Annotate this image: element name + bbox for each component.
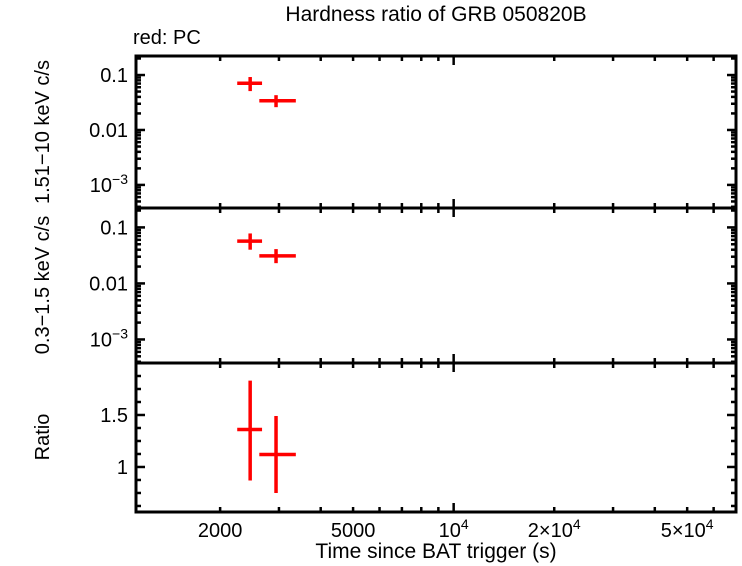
y-tick-label-panel3-0: 1.5 bbox=[100, 405, 128, 427]
x-tick-label-3: 2×104 bbox=[528, 516, 581, 542]
x-axis-label: Time since BAT trigger (s) bbox=[315, 540, 557, 563]
panel-2-frame bbox=[134, 206, 738, 365]
y-tick-label-panel1-0: 0.1 bbox=[100, 65, 128, 87]
x-tick-label-1: 5000 bbox=[331, 520, 376, 542]
y-tick-label-panel3-1: 1 bbox=[117, 457, 128, 479]
series-PC-panel1 bbox=[237, 77, 296, 108]
panel-3-frame bbox=[134, 361, 738, 514]
series-PC-panel2 bbox=[237, 233, 296, 264]
y-tick-label-panel2-0: 0.1 bbox=[100, 217, 128, 239]
x-tick-label-2: 104 bbox=[439, 516, 469, 542]
y-tick-label-panel1-1: 0.01 bbox=[89, 120, 128, 142]
y-tick-label-panel2-1: 0.01 bbox=[89, 273, 128, 295]
x-tick-label-0: 2000 bbox=[198, 520, 243, 542]
panel-1-frame bbox=[134, 54, 738, 210]
y-tick-label-panel1-2: 10−3 bbox=[90, 171, 128, 197]
axis-ticks bbox=[136, 56, 736, 512]
x-tick-label-4: 5×104 bbox=[661, 516, 714, 542]
series-PC-panel3 bbox=[237, 380, 296, 493]
tick-labels: 0.1 0.01 10−3 0.1 0.01 10−3 1.5 1 2000 5000 104 2×1… bbox=[89, 65, 714, 542]
chart-title: Hardness ratio of GRB 050820B bbox=[285, 3, 587, 26]
y-tick-label-panel2-2: 10−3 bbox=[90, 325, 128, 351]
data-series bbox=[237, 77, 296, 493]
mode-legend: red: PC bbox=[133, 27, 201, 49]
panel-frames bbox=[134, 54, 738, 514]
